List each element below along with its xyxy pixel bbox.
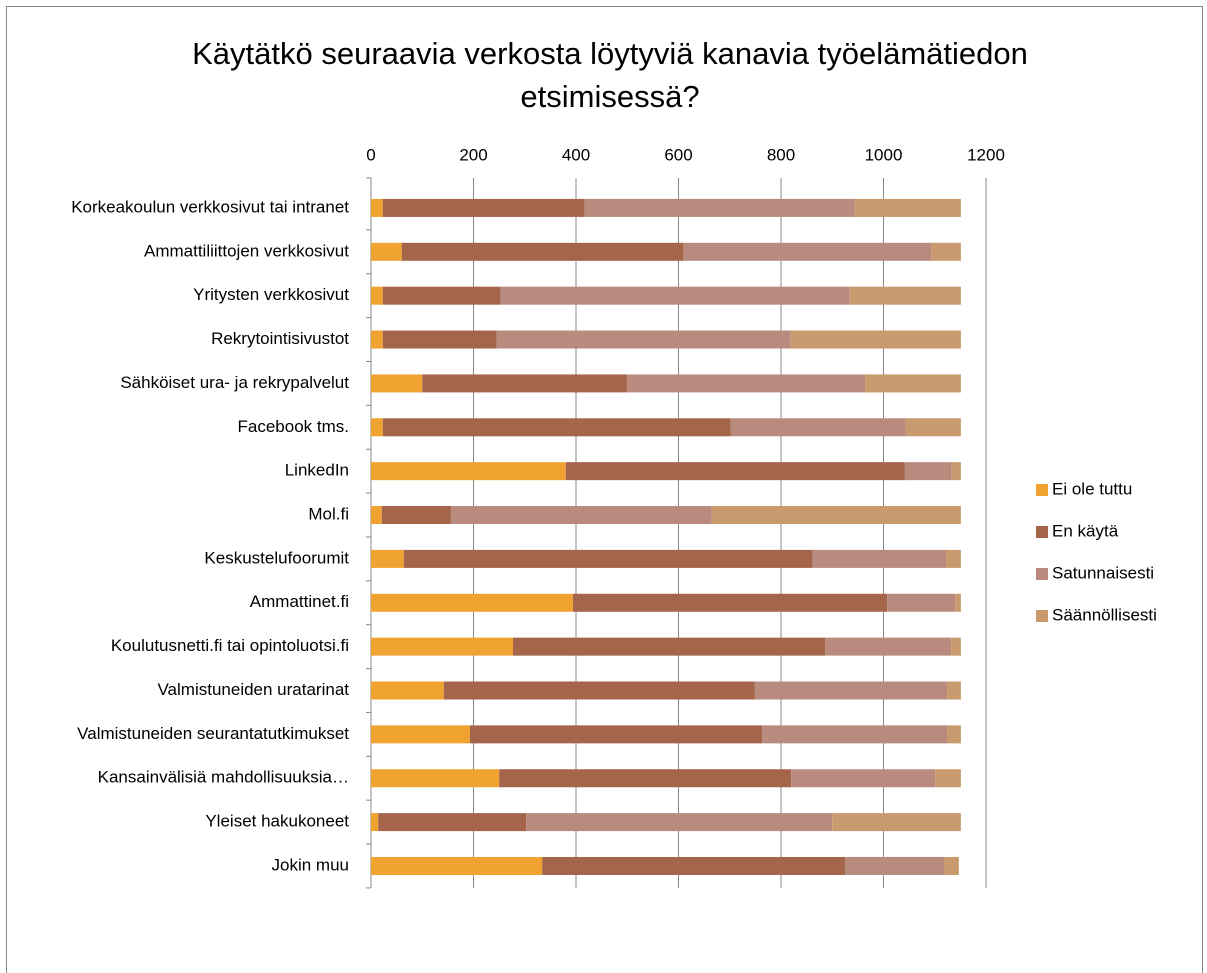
bar-segment: [887, 593, 956, 612]
y-tick-label: Mol.fi: [308, 505, 349, 524]
y-tick-label: Keskustelufoorumit: [204, 548, 349, 567]
bar-segment: [951, 462, 961, 481]
bar-segment: [832, 813, 961, 832]
x-tick-label: 800: [767, 145, 795, 164]
bar-segment: [754, 681, 948, 700]
x-tick-label: 200: [459, 145, 487, 164]
x-tick-label: 0: [366, 145, 375, 164]
bar-segment: [422, 374, 628, 393]
x-tick-label: 1200: [967, 145, 1005, 164]
bar-segment: [790, 330, 961, 349]
bar-segment: [378, 813, 527, 832]
bar-segment: [401, 242, 684, 261]
legend-swatch: [1036, 610, 1048, 622]
bar-segment: [382, 330, 497, 349]
bar-segment: [683, 242, 932, 261]
x-tick-label: 600: [664, 145, 692, 164]
y-tick-label: Yritysten verkkosivut: [193, 285, 349, 304]
bar-segment: [496, 330, 791, 349]
bar-segment: [371, 462, 566, 481]
bar-segment: [542, 856, 846, 875]
legend-swatch: [1036, 526, 1048, 538]
y-tick-label: Valmistuneiden uratarinat: [157, 680, 349, 699]
bar-segment: [371, 374, 423, 393]
bar-segment: [371, 506, 382, 525]
bar-segment: [371, 418, 383, 437]
chart-title: Käytätkö seuraavia verkosta löytyviä kan…: [192, 36, 1028, 114]
bar-segment: [381, 506, 451, 525]
y-tick-label: Sähköiset ura- ja rekrypalvelut: [120, 373, 349, 392]
y-tick-label: LinkedIn: [285, 461, 349, 480]
legend-swatch: [1036, 484, 1048, 496]
legend-label: En käytä: [1052, 521, 1119, 540]
bar-segment: [627, 374, 866, 393]
bar-segment: [791, 769, 936, 788]
bar-segment: [371, 330, 383, 349]
bar-segment: [572, 593, 888, 612]
y-tick-label: Ammattiliittojen verkkosivut: [144, 241, 349, 260]
x-tick-label: 400: [562, 145, 590, 164]
bar-segment: [565, 462, 905, 481]
bar-segment: [371, 198, 383, 217]
y-tick-label: Facebook tms.: [238, 417, 350, 436]
bar-segment: [371, 637, 513, 656]
bar-segment: [443, 681, 755, 700]
bar-segment: [947, 681, 961, 700]
y-tick-label: Ammattinet.fi: [250, 592, 349, 611]
bar-segment: [371, 286, 383, 305]
bar-segment: [500, 286, 850, 305]
bar-segment: [371, 856, 543, 875]
bar-segment: [371, 681, 444, 700]
y-tick-label: Korkeakoulun verkkosivut tai intranet: [71, 197, 349, 216]
bar-segment: [825, 637, 952, 656]
bar-segment: [812, 549, 947, 568]
bar-segment: [371, 813, 379, 832]
bar-segment: [947, 725, 961, 744]
bar-segment: [904, 462, 952, 481]
bar-segment: [526, 813, 833, 832]
legend-swatch: [1036, 568, 1048, 580]
frame: [6, 6, 1203, 973]
bar-segment: [865, 374, 961, 393]
legend-label: Ei ole tuttu: [1052, 479, 1132, 498]
bar-segment: [935, 769, 961, 788]
legend-label: Satunnaisesti: [1052, 563, 1154, 582]
bar-segment: [382, 198, 585, 217]
bar-segment: [499, 769, 792, 788]
bar-segment: [845, 856, 944, 875]
bar-segment: [946, 549, 961, 568]
bar-segment: [711, 506, 961, 525]
bar-segment: [371, 549, 404, 568]
legend-label: Säännöllisesti: [1052, 605, 1157, 624]
y-tick-label: Valmistuneiden seurantatutkimukset: [77, 724, 349, 743]
bar-segment: [371, 769, 500, 788]
y-tick-label: Jokin muu: [272, 855, 349, 874]
bar-segment: [382, 286, 501, 305]
x-tick-label: 1000: [865, 145, 903, 164]
bar-segment: [371, 242, 402, 261]
bar-segment: [469, 725, 763, 744]
bar-segment: [849, 286, 961, 305]
bar-segment: [951, 637, 961, 656]
bar-segment: [371, 593, 573, 612]
bar-segment: [955, 593, 961, 612]
bar-segment: [371, 725, 470, 744]
bar-segment: [450, 506, 712, 525]
bar-segment: [512, 637, 826, 656]
bar-segment: [382, 418, 731, 437]
y-tick-label: Koulutusnetti.fi tai opintoluotsi.fi: [111, 636, 349, 655]
bar-segment: [403, 549, 813, 568]
bar-segment: [905, 418, 961, 437]
bar-segment: [762, 725, 948, 744]
y-tick-label: Yleiset hakukoneet: [205, 812, 349, 831]
bar-segment: [943, 856, 959, 875]
y-tick-label: Rekrytointisivustot: [211, 329, 349, 348]
bar-segment: [931, 242, 961, 261]
bar-segment: [730, 418, 906, 437]
y-tick-label: Kansainvälisiä mahdollisuuksia…: [98, 768, 349, 787]
bar-segment: [854, 198, 961, 217]
bar-segment: [584, 198, 855, 217]
